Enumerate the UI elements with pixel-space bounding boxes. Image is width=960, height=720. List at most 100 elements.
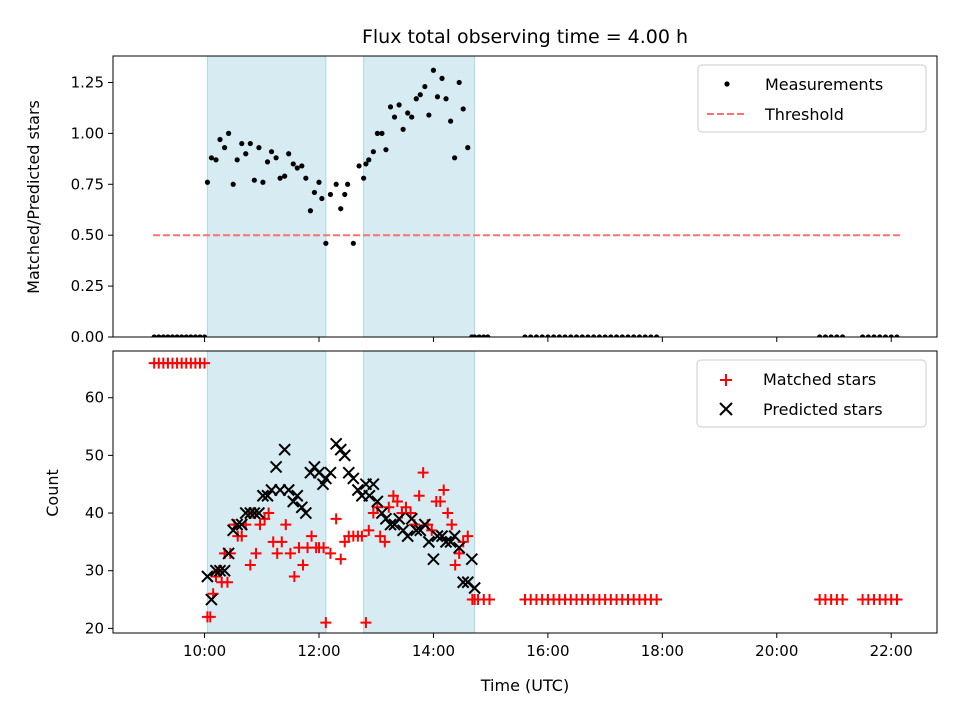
measurement-point — [323, 240, 329, 246]
predicted-star-marker — [375, 506, 389, 520]
measurement-point — [208, 155, 215, 161]
matched-star-marker — [363, 524, 375, 536]
measurement-point — [192, 334, 198, 337]
predicted-star-marker — [261, 489, 274, 502]
matched-star-marker — [276, 536, 288, 548]
predicted-star-marker — [347, 472, 360, 485]
measurement-point — [434, 94, 441, 100]
matched-star-marker — [259, 513, 271, 525]
measurement-point — [204, 179, 211, 185]
matched-star-marker — [324, 547, 336, 559]
measurement-point — [370, 149, 376, 155]
predicted-star-marker — [269, 460, 283, 474]
measurement-point — [221, 145, 228, 151]
predicted-star-marker — [222, 547, 235, 560]
matched-star-marker — [374, 530, 386, 542]
y-tick-label: 30 — [85, 562, 104, 580]
measurement-point — [361, 175, 367, 181]
measurement-point — [165, 334, 171, 337]
predicted-star-marker — [452, 541, 466, 554]
measurement-point — [579, 334, 585, 337]
plot-area — [148, 351, 903, 633]
measurement-point — [342, 191, 348, 198]
measurement-point — [417, 92, 423, 98]
x-tick-label: 16:00 — [526, 642, 569, 660]
predicted-star-marker — [465, 552, 478, 566]
measurement-point — [613, 334, 620, 337]
measurement-point — [160, 334, 166, 337]
matched-star-marker — [199, 357, 211, 369]
measurement-point — [268, 149, 275, 155]
measurement-point — [426, 112, 432, 118]
predicted-star-marker — [422, 535, 436, 549]
measurement-point — [273, 155, 279, 161]
legend-measurements-marker — [724, 81, 730, 87]
measurement-point — [338, 206, 344, 212]
matched-star-marker — [339, 536, 351, 548]
legend-predicted-label: Predicted stars — [763, 400, 883, 419]
matched-star-marker — [271, 547, 283, 559]
matched-star-marker — [356, 530, 368, 542]
measurement-point — [286, 151, 292, 157]
matched-star-marker — [413, 490, 425, 502]
measurement-point — [400, 126, 406, 132]
matched-star-marker — [891, 594, 903, 606]
measurement-point — [213, 157, 219, 163]
measurement-point — [239, 140, 245, 147]
predicted-star-marker — [205, 593, 218, 606]
predicted-star-marker — [334, 443, 347, 456]
matched-star-marker — [224, 547, 236, 559]
x-axis-label: Time (UTC) — [480, 676, 569, 695]
y-tick-label: 50 — [85, 446, 104, 464]
measurement-point — [894, 334, 900, 337]
predicted-star-marker — [230, 518, 244, 531]
measurement-point — [379, 130, 385, 136]
measurement-point — [631, 334, 637, 337]
measurement-point — [888, 334, 894, 337]
measurement-point — [217, 136, 223, 143]
top-y-axis-label: Matched/Predicted stars — [24, 100, 43, 294]
measurement-point — [350, 240, 356, 246]
matched-star-marker — [320, 617, 332, 629]
measurement-point — [251, 177, 257, 183]
measurement-point — [562, 334, 568, 337]
matched-star-marker — [263, 507, 275, 519]
legend-measurements-label: Measurements — [765, 75, 883, 94]
predicted-star-marker — [351, 483, 365, 497]
measurement-point — [636, 334, 643, 337]
predicted-star-marker — [213, 564, 227, 577]
measurement-point — [556, 334, 562, 337]
measurement-point — [374, 130, 380, 136]
measurement-point — [817, 334, 823, 337]
measurement-point — [234, 157, 240, 163]
measurement-point — [327, 191, 334, 198]
predicted-star-marker — [252, 506, 266, 520]
measurement-point — [391, 114, 398, 120]
matched-star-marker — [306, 530, 318, 542]
measurement-point — [642, 334, 648, 337]
x-tick-label: 14:00 — [412, 642, 455, 660]
matched-star-marker — [434, 496, 446, 508]
x-tick-label: 22:00 — [870, 642, 913, 660]
measurement-point — [383, 147, 389, 153]
measurement-point — [299, 163, 305, 169]
matched-star-marker — [391, 496, 403, 508]
measurement-point — [179, 334, 185, 337]
predicted-star-marker — [226, 524, 240, 537]
predicted-star-marker — [278, 443, 291, 456]
measurement-point — [452, 155, 458, 161]
measurement-point — [476, 334, 482, 337]
measurement-point — [413, 96, 419, 102]
predicted-star-marker — [282, 483, 295, 497]
measurement-point — [345, 181, 351, 187]
matched-star-marker — [651, 594, 663, 606]
measurement-point — [539, 334, 545, 337]
measurement-point — [839, 334, 846, 337]
legend-matched-label: Matched stars — [763, 370, 876, 389]
legend-matched-marker — [720, 374, 732, 386]
matched-star-marker — [453, 547, 465, 559]
measurement-point — [545, 334, 551, 337]
measurement-point — [409, 114, 415, 120]
matched-star-marker — [442, 507, 454, 519]
shaded-region — [363, 56, 475, 337]
